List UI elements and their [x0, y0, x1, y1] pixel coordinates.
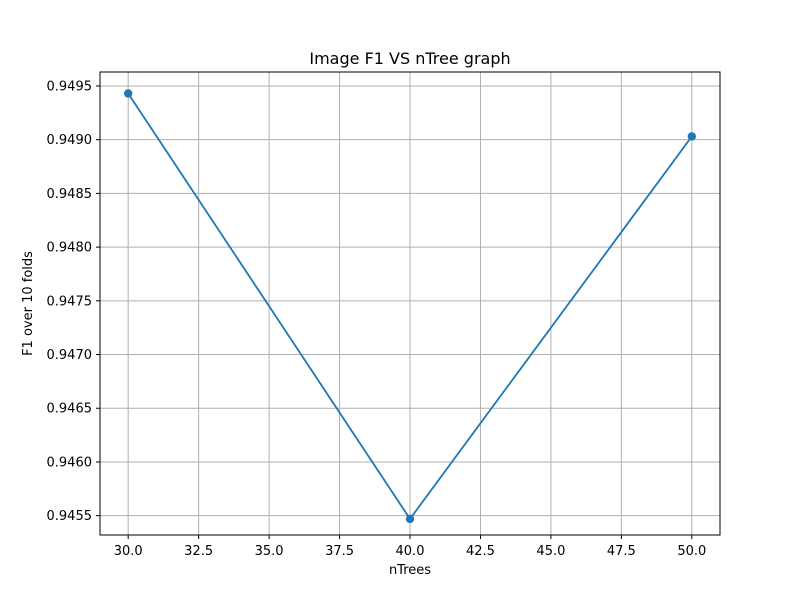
x-tick-label: 35.0 — [255, 544, 284, 559]
y-axis-ticks: 0.9455 0.9460 0.9465 0.9470 0.9475 0.9480 0.94… — [47, 79, 100, 524]
x-tick-label: 30.0 — [114, 544, 143, 559]
plot-frame — [99, 71, 721, 536]
y-tick-label: 0.9485 — [47, 187, 93, 202]
chart-title: Image F1 VS nTree graph — [309, 49, 510, 68]
x-axis-label: nTrees — [389, 563, 431, 578]
x-axis-ticks: 30.0 32.5 35.0 37.5 40.0 42.5 45.0 47.5 50.0 — [114, 535, 706, 559]
y-tick-label: 0.9470 — [47, 348, 93, 363]
series-group — [123, 89, 697, 524]
x-tick-label: 32.5 — [184, 544, 213, 559]
x-tick-label: 47.5 — [607, 544, 636, 559]
x-tick-label: 42.5 — [466, 544, 495, 559]
grid — [100, 72, 720, 535]
y-tick-label: 0.9495 — [47, 79, 93, 94]
y-tick-label: 0.9475 — [47, 294, 93, 309]
y-tick-label: 0.9480 — [47, 241, 93, 256]
data-point — [687, 132, 697, 141]
x-tick-label: 50.0 — [677, 544, 706, 559]
x-tick-label: 40.0 — [396, 544, 425, 559]
y-tick-label: 0.9460 — [47, 455, 93, 470]
y-axis-label: F1 over 10 folds — [21, 251, 36, 356]
data-point — [405, 514, 415, 524]
y-tick-label: 0.9490 — [47, 133, 93, 148]
y-tick-label: 0.9455 — [47, 509, 93, 524]
x-tick-label: 37.5 — [325, 544, 354, 559]
y-tick-label: 0.9465 — [47, 402, 93, 417]
data-point — [123, 89, 133, 98]
x-tick-label: 45.0 — [536, 544, 565, 559]
